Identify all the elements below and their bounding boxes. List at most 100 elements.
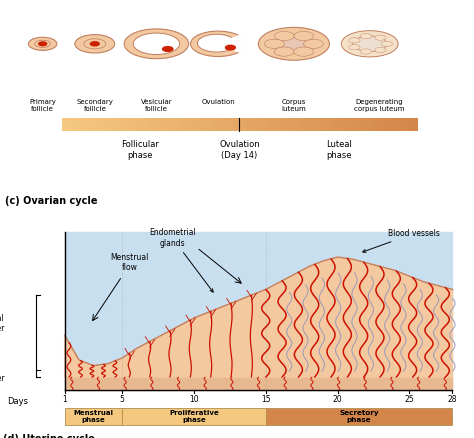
Bar [104,118,108,131]
Circle shape [75,35,115,53]
Text: Blood vessels: Blood vessels [363,229,440,252]
Text: Secondary
follicle: Secondary follicle [76,99,113,112]
Text: Ovulation
(Day 14): Ovulation (Day 14) [219,140,260,159]
Text: Luteal
phase: Luteal phase [326,140,352,159]
Bar [336,118,339,131]
Bar [261,118,264,131]
Bar [346,118,350,131]
Circle shape [274,32,294,41]
Bar [214,118,219,131]
Bar [165,118,169,131]
Bar [378,118,382,131]
Bar [236,118,240,131]
Text: Menstrual
phase: Menstrual phase [73,410,113,423]
Bar [190,118,194,131]
Bar [218,118,222,131]
Bar [161,118,165,131]
Bar [396,118,400,131]
Bar [118,118,122,131]
Circle shape [258,27,329,60]
Bar [133,118,137,131]
Bar [254,118,257,131]
Bar [225,118,229,131]
Bar [385,118,389,131]
Bar [172,118,176,131]
Bar [325,118,328,131]
Bar [151,118,155,131]
Bar [285,118,290,131]
Circle shape [274,35,313,53]
Bar [197,118,201,131]
Bar [389,118,392,131]
Circle shape [360,33,372,39]
Bar [64,377,453,390]
Text: 5: 5 [119,395,125,404]
Bar [64,232,453,390]
Text: (c) Ovarian cycle: (c) Ovarian cycle [5,197,97,206]
Bar [207,118,211,131]
Bar [399,118,403,131]
Circle shape [264,39,284,48]
Bar [356,118,361,131]
Bar [342,118,346,131]
Bar [328,118,332,131]
Bar [62,118,65,131]
Bar [122,118,126,131]
Bar [353,118,357,131]
Circle shape [353,36,387,52]
Bar [186,118,190,131]
Text: (d) Uterine cycle: (d) Uterine cycle [3,434,95,438]
Polygon shape [64,257,453,377]
Bar [374,118,378,131]
Bar [72,118,76,131]
Bar [65,118,69,131]
Circle shape [341,31,398,57]
Circle shape [374,35,386,40]
Text: Basal layer: Basal layer [0,374,4,383]
Bar [239,118,243,131]
Bar [228,118,233,131]
Bar [115,118,119,131]
Circle shape [374,47,386,53]
Bar [100,118,105,131]
Circle shape [91,42,99,46]
Bar [250,118,254,131]
Circle shape [163,46,173,51]
Bar [321,118,325,131]
Text: Ovulation: Ovulation [201,99,235,105]
Bar [332,118,336,131]
Text: Vesicular
follicle: Vesicular follicle [141,99,172,112]
Bar [76,118,80,131]
Text: Menstrual
flow: Menstrual flow [110,253,148,272]
Text: 25: 25 [404,395,414,404]
Circle shape [294,47,314,56]
Bar [143,118,147,131]
Bar [94,118,98,131]
Bar [182,118,186,131]
Circle shape [360,49,372,54]
Bar [243,118,247,131]
Bar [382,118,386,131]
Bar [268,118,272,131]
Bar [193,118,197,131]
Bar [296,118,301,131]
Bar [350,118,354,131]
Bar [392,118,396,131]
Bar [364,118,368,131]
Bar [69,118,73,131]
Bar [221,118,226,131]
Text: Proliferative
phase: Proliferative phase [169,410,219,423]
Text: 28: 28 [448,395,457,404]
Bar [157,118,162,131]
Circle shape [191,31,246,57]
Bar [289,118,293,131]
Bar [140,118,144,131]
Bar [310,118,315,131]
Bar [111,118,116,131]
Circle shape [349,38,360,43]
Bar [200,118,204,131]
Text: 20: 20 [333,395,342,404]
Circle shape [294,32,314,41]
Circle shape [303,39,323,48]
Bar [64,407,122,425]
